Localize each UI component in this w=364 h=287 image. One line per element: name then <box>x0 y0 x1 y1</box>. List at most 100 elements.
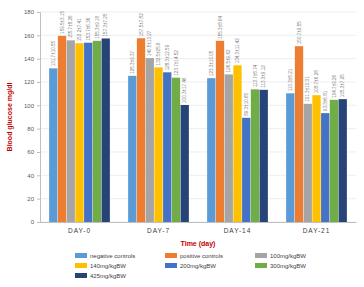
bar <box>84 43 92 222</box>
data-label: 108.7±6.28 <box>314 70 319 93</box>
x-axis-line <box>41 222 357 223</box>
bar <box>312 95 320 222</box>
legend-label: 300mg/kgBW <box>270 263 306 269</box>
data-label: 150.7±9.55 <box>297 21 302 44</box>
y-axis: 020406080100120140160180 <box>24 9 41 225</box>
bar <box>260 90 268 222</box>
data-label: 155.3±9.18 <box>95 15 100 38</box>
bar <box>242 118 250 222</box>
bar <box>128 76 136 222</box>
legend-swatch <box>75 263 87 268</box>
y-tick-label: 80 <box>27 126 34 132</box>
legend-swatch <box>75 273 87 278</box>
y-tick: 60 <box>27 149 40 155</box>
legend-swatch <box>255 263 267 268</box>
data-label: 110.3±8.21 <box>288 68 293 91</box>
bar <box>233 65 241 222</box>
bar <box>163 72 171 222</box>
y-tick-label: 120 <box>24 79 35 85</box>
data-label: 89.3±10.65 <box>244 92 249 115</box>
data-label: 123.7±14.52 <box>174 50 179 76</box>
y-tick: 40 <box>27 173 40 179</box>
data-labels: 131.7±10.55125.3±9.37123.3±10.05110.3±8.… <box>51 11 345 116</box>
legend: negative controlspositive controls100mg/… <box>75 253 306 279</box>
bar <box>225 74 233 222</box>
x-tick-label: DAY-14 <box>224 227 252 234</box>
y-tick: 120 <box>24 79 40 85</box>
data-label: 157.5±7.82 <box>139 13 144 36</box>
bar <box>67 40 75 222</box>
y-tick-label: 40 <box>27 173 34 179</box>
bar <box>102 38 110 222</box>
grid-line <box>40 12 356 13</box>
data-label: 155.3±8.64 <box>218 15 223 38</box>
data-label: 128.3±12.59 <box>165 44 170 70</box>
legend-swatch <box>75 253 87 258</box>
bar <box>216 41 224 222</box>
legend-item: 425mg/kgBW <box>75 273 126 279</box>
data-label: 153.7±6.36 <box>86 17 91 40</box>
y-tick-label: 160 <box>24 33 35 39</box>
grid <box>40 12 356 222</box>
x-tick-label: DAY-0 <box>68 227 91 234</box>
x-tick-label: DAY-21 <box>303 227 331 234</box>
legend-swatch <box>165 253 177 258</box>
plot-area: 020406080100120140160180DAY-0DAY-7DAY-14… <box>24 9 357 234</box>
bar <box>330 100 338 222</box>
x-axis-title: Time (day) <box>181 240 216 248</box>
data-label: 157.3±7.25 <box>103 13 108 36</box>
y-tick-mark <box>37 35 40 36</box>
data-label: 104.7±9.26 <box>332 74 337 97</box>
data-label: 132.5±25.6 <box>156 42 161 65</box>
data-label: 100.3±17.46 <box>182 77 187 103</box>
y-tick-mark <box>37 199 40 200</box>
y-tick-label: 60 <box>27 149 34 155</box>
y-tick-label: 20 <box>27 196 34 202</box>
y-tick-mark <box>37 175 40 176</box>
y-tick-mark <box>37 82 40 83</box>
x-tick: DAY-14 <box>224 227 252 234</box>
data-label: 113.7±8.74 <box>253 64 258 87</box>
bar <box>295 46 303 222</box>
bar <box>339 99 347 222</box>
y-tick-label: 0 <box>31 219 35 225</box>
legend-item: positive controls <box>165 253 223 259</box>
data-label: 123.3±10.05 <box>209 50 214 76</box>
x-tick: DAY-0 <box>68 227 91 234</box>
legend-swatch <box>255 253 267 258</box>
y-axis-line <box>37 13 41 223</box>
bar <box>75 43 83 222</box>
data-label: 93.3±6.81 <box>323 90 328 111</box>
bar <box>93 41 101 222</box>
bar <box>137 38 145 222</box>
legend-label: 200mg/kgBW <box>180 263 216 269</box>
data-label: 105.3±7.95 <box>340 74 345 97</box>
bar <box>146 58 154 222</box>
y-tick: 20 <box>27 196 40 202</box>
data-label: 101.3±10.31 <box>305 76 310 102</box>
bar <box>154 67 162 222</box>
y-tick-label: 140 <box>24 56 35 62</box>
y-tick-label: 180 <box>24 9 35 15</box>
y-tick: 0 <box>31 219 40 225</box>
bars <box>49 36 347 222</box>
bar <box>58 36 66 222</box>
y-tick: 180 <box>24 9 40 15</box>
bar <box>321 113 329 222</box>
legend-item: 200mg/kgBW <box>165 263 216 269</box>
x-axis: DAY-0 DAY-7 DAY-14 DAY-21 <box>41 223 357 235</box>
data-label: 155.7±8.26 <box>68 15 73 38</box>
data-label: 131.7±10.55 <box>51 40 56 66</box>
bar <box>304 104 312 222</box>
y-tick-mark <box>37 59 40 60</box>
data-label: 113.3±9.12 <box>261 65 266 88</box>
legend-label: positive controls <box>180 253 223 259</box>
y-tick: 160 <box>24 33 40 39</box>
x-tick: DAY-7 <box>147 227 170 234</box>
chart: 020406080100120140160180DAY-0DAY-7DAY-14… <box>0 0 364 287</box>
data-label: 159.5±3.15 <box>60 11 65 34</box>
y-axis-title: Blood glucose mg/dl <box>6 83 14 152</box>
data-label: 140.5±13.27 <box>147 30 152 56</box>
bar <box>286 93 294 222</box>
y-tick: 80 <box>27 126 40 132</box>
